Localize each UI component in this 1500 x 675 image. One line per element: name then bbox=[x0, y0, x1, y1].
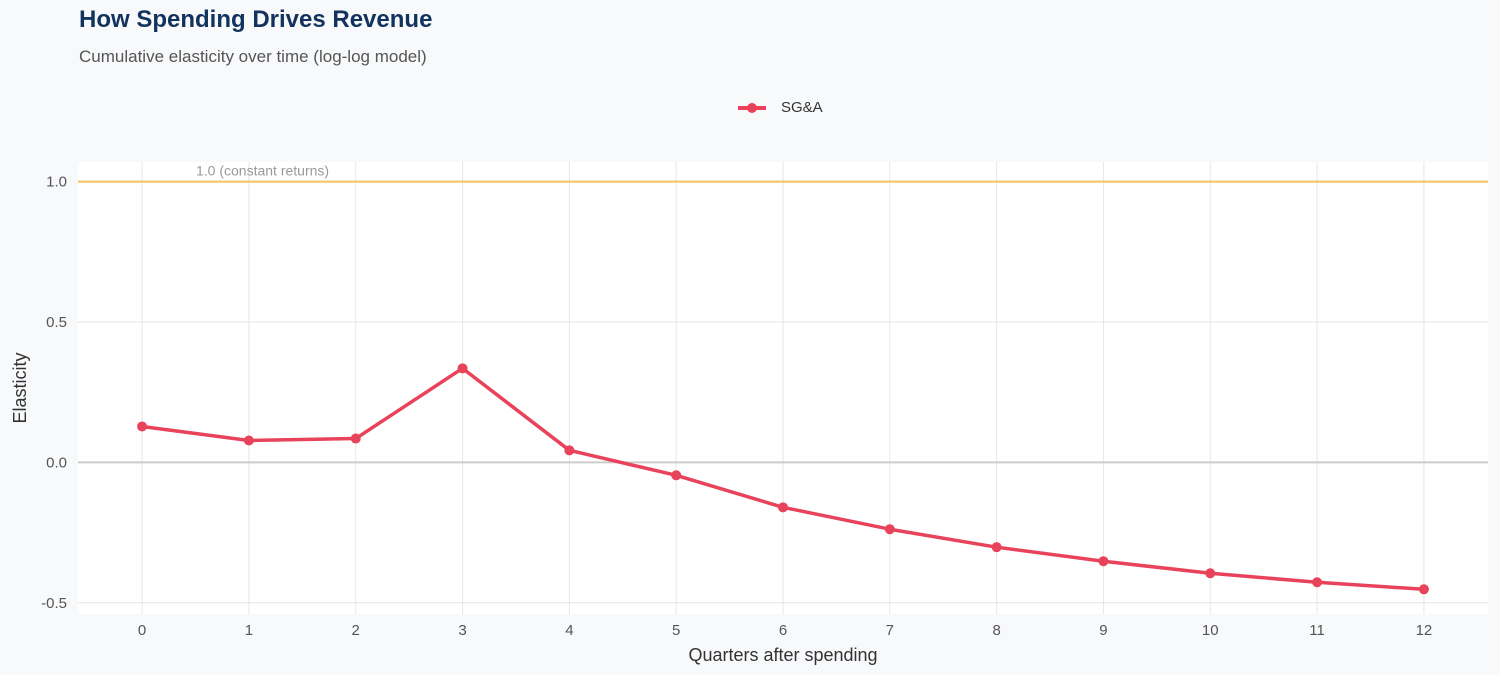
x-tick-label: 10 bbox=[1202, 622, 1219, 639]
y-tick-label: -0.5 bbox=[41, 595, 67, 612]
legend: SG&A bbox=[737, 99, 823, 116]
x-tick-label: 3 bbox=[458, 622, 466, 639]
y-tick-label: 0.0 bbox=[46, 454, 67, 471]
x-tick-label: 7 bbox=[886, 622, 894, 639]
reference-line-label: 1.0 (constant returns) bbox=[196, 163, 329, 179]
x-tick-label: 0 bbox=[138, 622, 146, 639]
legend-swatch-icon bbox=[738, 102, 766, 113]
data-point bbox=[564, 445, 575, 456]
x-tick-label: 6 bbox=[779, 622, 787, 639]
y-tick-label: 1.0 bbox=[46, 174, 67, 191]
x-tick-label: 2 bbox=[352, 622, 360, 639]
x-tick-label: 9 bbox=[1099, 622, 1107, 639]
data-point bbox=[137, 421, 148, 432]
legend-label: SG&A bbox=[781, 99, 823, 116]
data-point bbox=[1312, 577, 1323, 588]
data-point bbox=[778, 502, 788, 513]
x-tick-label: 5 bbox=[672, 622, 680, 639]
y-tick-label: 0.5 bbox=[46, 314, 67, 331]
chart-subtitle: Cumulative elasticity over time (log-log… bbox=[79, 47, 427, 66]
x-tick-label: 1 bbox=[245, 622, 253, 639]
data-point bbox=[1205, 568, 1216, 579]
data-point bbox=[991, 542, 1002, 553]
chart-title: How Spending Drives Revenue bbox=[79, 6, 433, 33]
data-point bbox=[671, 470, 682, 481]
data-point bbox=[243, 435, 254, 446]
data-point bbox=[350, 433, 361, 444]
x-tick-label: 11 bbox=[1309, 622, 1325, 639]
x-tick-label: 12 bbox=[1416, 622, 1433, 639]
x-tick-label: 8 bbox=[992, 622, 1000, 639]
data-point bbox=[1418, 584, 1429, 595]
x-axis-label: Quarters after spending bbox=[688, 645, 877, 665]
data-point bbox=[884, 524, 895, 535]
data-point bbox=[457, 363, 468, 374]
x-tick-label: 4 bbox=[565, 622, 573, 639]
data-point bbox=[1098, 556, 1109, 567]
y-axis-label: Elasticity bbox=[10, 352, 30, 423]
